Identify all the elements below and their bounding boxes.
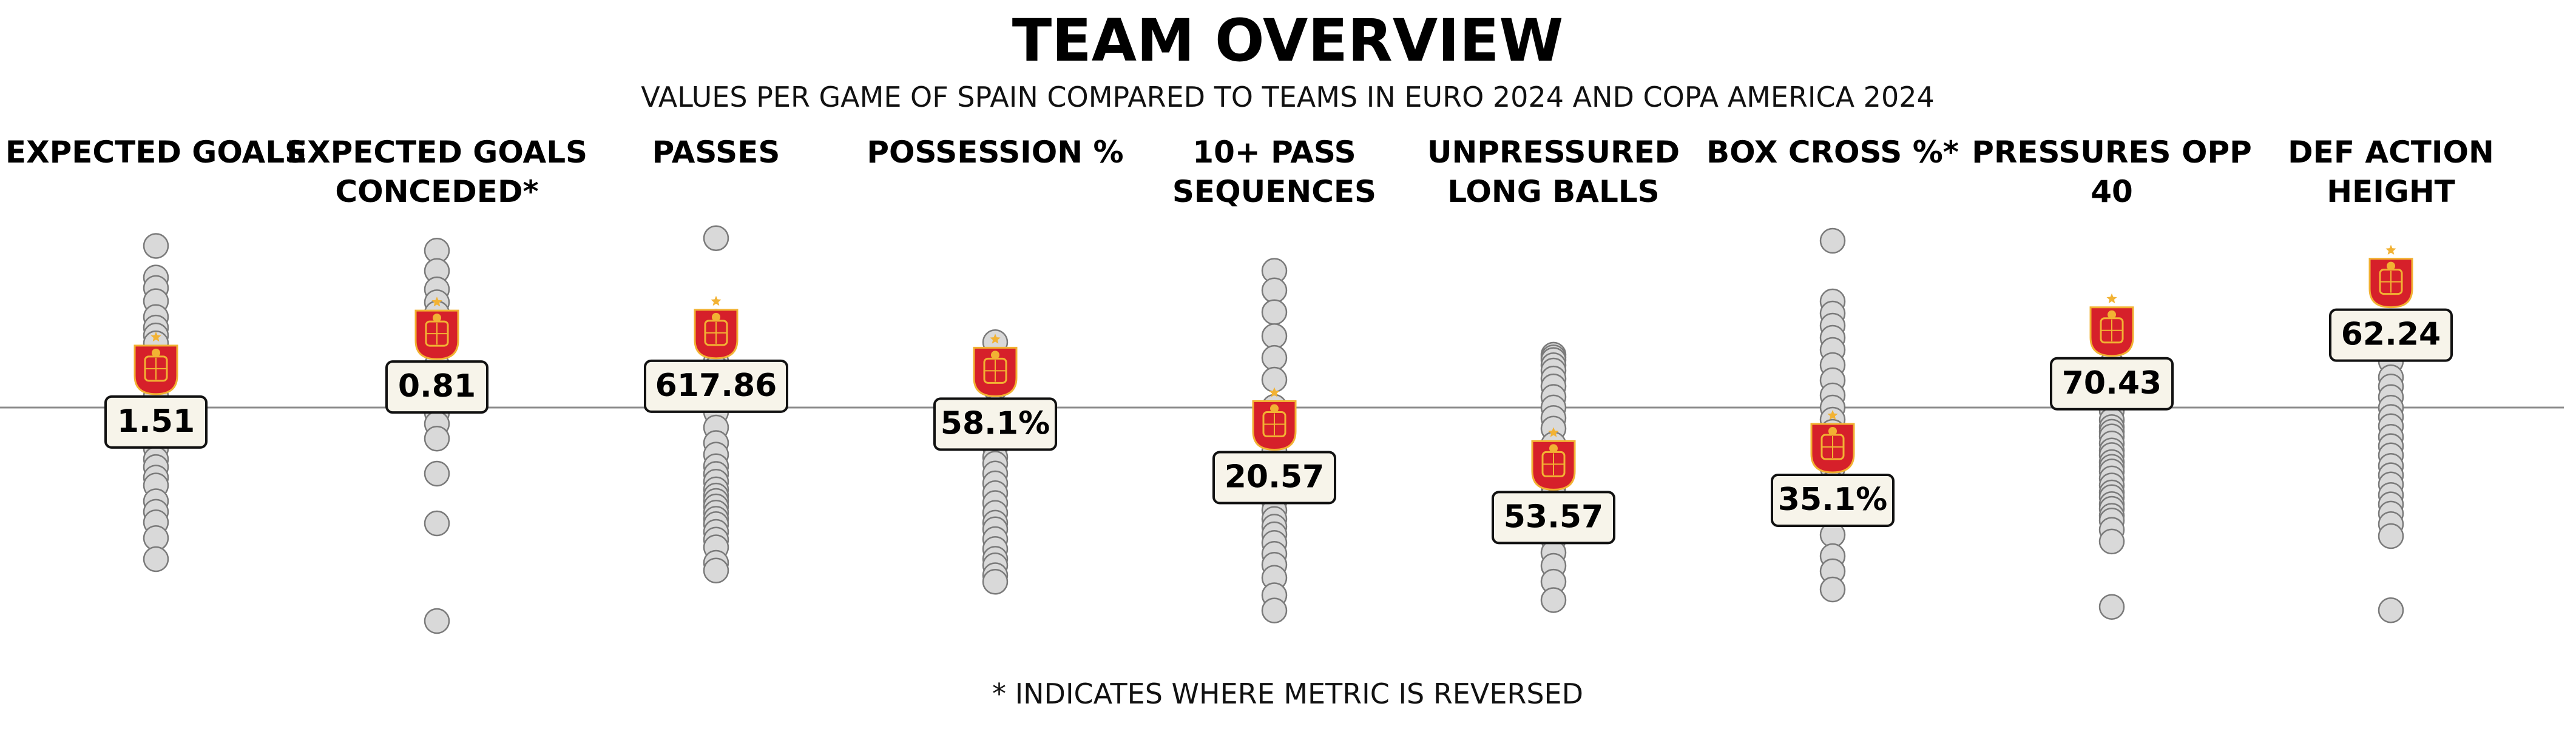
metric-column: DEF ACTION HEIGHT 62.24 <box>2288 135 2494 623</box>
team-point <box>1261 344 1288 371</box>
spain-value: 58.1% <box>941 405 1050 442</box>
spain-crest-icon <box>694 295 739 360</box>
metric-label: PRESSURES OPP 40 <box>1972 135 2252 209</box>
value-box <box>104 395 208 449</box>
spain-marker: 35.1% <box>1771 410 1895 527</box>
value-box <box>1212 451 1336 505</box>
team-point <box>703 225 729 252</box>
value-box <box>2329 308 2453 362</box>
footnote: * INDICATES WHERE METRIC IS REVERSED <box>992 677 1583 710</box>
spain-marker: 617.86 <box>644 295 788 413</box>
metric-label: POSSESSION % <box>867 135 1123 170</box>
metric-column: UNPRESSURED LONG BALLS 53.57 <box>1427 135 1680 613</box>
metric-columns: EXPECTED GOALS 1.51 EXPECTED GOALS CONCEDED… <box>5 135 2494 634</box>
metric-label: BOX CROSS %* <box>1706 135 1959 170</box>
metric-label: 10+ PASS SEQUENCES <box>1172 135 1376 209</box>
team-point <box>1819 576 1846 603</box>
value-box <box>1492 491 1615 545</box>
spain-crest-icon <box>134 331 178 395</box>
spain-value: 20.57 <box>1225 459 1324 495</box>
spain-value: 617.86 <box>655 368 777 404</box>
spain-crest-icon <box>1531 427 1576 491</box>
spain-crest-icon <box>2368 244 2413 309</box>
spain-marker: 1.51 <box>104 331 208 449</box>
value-box <box>644 359 788 413</box>
team-point <box>1261 323 1288 349</box>
team-point <box>2098 528 2125 555</box>
metric-column: POSSESSION % 58.1% <box>867 135 1124 595</box>
spain-value: 70.43 <box>2062 365 2162 401</box>
team-point <box>1261 277 1288 304</box>
spain-crest-icon <box>1810 410 1855 474</box>
spain-value: 0.81 <box>398 368 476 405</box>
value-box <box>933 397 1057 451</box>
team-point <box>1261 597 1288 623</box>
spain-marker: 53.57 <box>1492 427 1615 545</box>
metric-column: 10+ PASS SEQUENCES 20.57 <box>1172 135 1376 623</box>
team-point <box>424 460 450 487</box>
metric-label: EXPECTED GOALS CONCEDED* <box>286 135 587 209</box>
team-point <box>2098 594 2125 620</box>
team-point <box>143 233 169 259</box>
spain-value: 53.57 <box>1504 499 1603 535</box>
metric-label: PASSES <box>652 135 780 170</box>
spain-marker: 20.57 <box>1212 387 1336 505</box>
team-point <box>424 510 450 537</box>
team-point <box>424 608 450 634</box>
metric-column: PRESSURES OPP 40 70.43 <box>1972 135 2252 620</box>
metric-column: EXPECTED GOALS CONCEDED* 0.81 <box>286 135 587 634</box>
spain-value: 62.24 <box>2341 317 2441 353</box>
spain-crest-icon <box>1252 387 1297 451</box>
spain-crest-icon <box>973 334 1018 397</box>
team-point <box>982 569 1009 595</box>
value-box <box>385 360 488 414</box>
spain-crest-icon <box>414 297 459 360</box>
spain-value: 1.51 <box>117 403 195 440</box>
spain-marker: 62.24 <box>2329 244 2453 362</box>
metric-column: BOX CROSS %* 35.1% <box>1706 135 1959 603</box>
metric-label: UNPRESSURED LONG BALLS <box>1427 135 1680 209</box>
spain-crest-icon <box>2089 293 2134 357</box>
team-point <box>1819 227 1846 254</box>
team-points <box>2378 263 2404 623</box>
team-point <box>2378 523 2404 549</box>
metric-column: EXPECTED GOALS 1.51 <box>5 135 306 573</box>
team-point <box>1261 299 1288 325</box>
team-point <box>703 557 729 583</box>
chart-title: TEAM OVERVIEW <box>1012 7 1564 75</box>
team-point <box>143 546 169 573</box>
chart-subtitle: VALUES PER GAME OF SPAIN COMPARED TO TEA… <box>641 81 1935 113</box>
metric-label: DEF ACTION HEIGHT <box>2288 135 2494 209</box>
metric-label: EXPECTED GOALS <box>5 135 306 170</box>
team-point <box>1540 587 1567 613</box>
value-box <box>1771 474 1895 527</box>
spain-marker: 70.43 <box>2050 293 2174 411</box>
spain-value: 35.1% <box>1778 482 1887 518</box>
team-point <box>2378 597 2404 623</box>
value-box <box>2050 357 2174 411</box>
metric-column: PASSES 617.86 <box>644 135 788 583</box>
spain-marker: 58.1% <box>933 334 1057 451</box>
team-point <box>424 425 450 452</box>
spain-marker: 0.81 <box>385 297 488 414</box>
